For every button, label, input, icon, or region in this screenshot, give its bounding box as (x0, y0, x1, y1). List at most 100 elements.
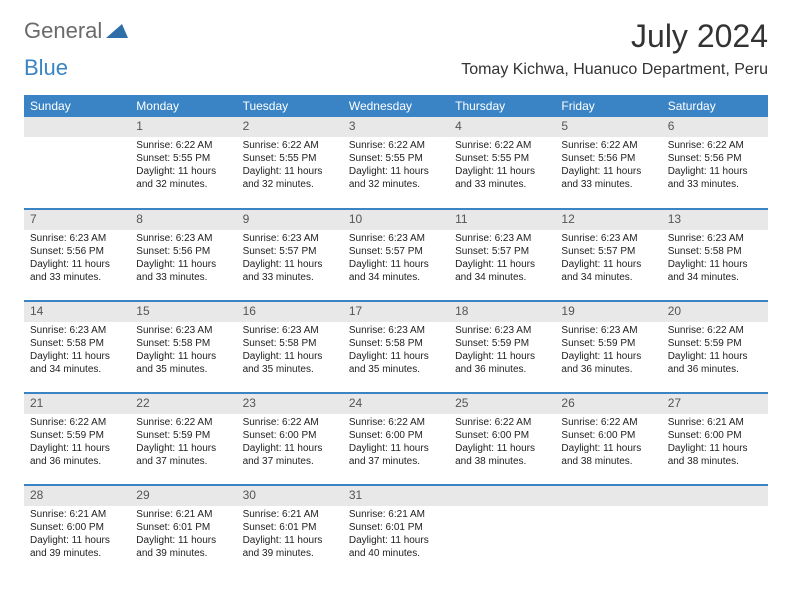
sunset-text: Sunset: 5:57 PM (243, 245, 337, 258)
sunrise-text: Sunrise: 6:22 AM (243, 416, 337, 429)
weekday-header: Sunday (24, 95, 130, 117)
daylight-text: Daylight: 11 hours and 39 minutes. (136, 534, 230, 560)
calendar-cell: 11Sunrise: 6:23 AMSunset: 5:57 PMDayligh… (449, 209, 555, 301)
calendar-cell: 13Sunrise: 6:23 AMSunset: 5:58 PMDayligh… (662, 209, 768, 301)
calendar-row: 14Sunrise: 6:23 AMSunset: 5:58 PMDayligh… (24, 301, 768, 393)
calendar-cell: 17Sunrise: 6:23 AMSunset: 5:58 PMDayligh… (343, 301, 449, 393)
calendar-cell: 4Sunrise: 6:22 AMSunset: 5:55 PMDaylight… (449, 117, 555, 209)
daylight-text: Daylight: 11 hours and 36 minutes. (668, 350, 762, 376)
sunset-text: Sunset: 5:58 PM (136, 337, 230, 350)
day-info: Sunrise: 6:21 AMSunset: 6:00 PMDaylight:… (24, 506, 130, 562)
day-info: Sunrise: 6:22 AMSunset: 6:00 PMDaylight:… (555, 414, 661, 470)
sunrise-text: Sunrise: 6:22 AM (455, 139, 549, 152)
day-info: Sunrise: 6:22 AMSunset: 5:59 PMDaylight:… (24, 414, 130, 470)
daylight-text: Daylight: 11 hours and 39 minutes. (30, 534, 124, 560)
sunset-text: Sunset: 5:58 PM (349, 337, 443, 350)
sunrise-text: Sunrise: 6:22 AM (668, 139, 762, 152)
day-number: 29 (130, 486, 236, 506)
daylight-text: Daylight: 11 hours and 34 minutes. (668, 258, 762, 284)
daylight-text: Daylight: 11 hours and 33 minutes. (30, 258, 124, 284)
day-info: Sunrise: 6:21 AMSunset: 6:00 PMDaylight:… (662, 414, 768, 470)
sunrise-text: Sunrise: 6:22 AM (349, 139, 443, 152)
day-number: 15 (130, 302, 236, 322)
sunrise-text: Sunrise: 6:23 AM (668, 232, 762, 245)
sunset-text: Sunset: 6:00 PM (668, 429, 762, 442)
day-number: 1 (130, 117, 236, 137)
calendar-cell: 23Sunrise: 6:22 AMSunset: 6:00 PMDayligh… (237, 393, 343, 485)
daylight-text: Daylight: 11 hours and 36 minutes. (30, 442, 124, 468)
day-number: 2 (237, 117, 343, 137)
sunset-text: Sunset: 5:59 PM (136, 429, 230, 442)
daylight-text: Daylight: 11 hours and 33 minutes. (561, 165, 655, 191)
calendar-cell: 8Sunrise: 6:23 AMSunset: 5:56 PMDaylight… (130, 209, 236, 301)
day-info: Sunrise: 6:22 AMSunset: 6:00 PMDaylight:… (449, 414, 555, 470)
day-number: 4 (449, 117, 555, 137)
day-info: Sunrise: 6:23 AMSunset: 5:57 PMDaylight:… (343, 230, 449, 286)
calendar-cell: 25Sunrise: 6:22 AMSunset: 6:00 PMDayligh… (449, 393, 555, 485)
sunrise-text: Sunrise: 6:22 AM (561, 139, 655, 152)
daylight-text: Daylight: 11 hours and 32 minutes. (349, 165, 443, 191)
weekday-header-row: Sunday Monday Tuesday Wednesday Thursday… (24, 95, 768, 117)
weekday-header: Monday (130, 95, 236, 117)
day-number (662, 486, 768, 506)
sunrise-text: Sunrise: 6:22 AM (561, 416, 655, 429)
day-info: Sunrise: 6:23 AMSunset: 5:59 PMDaylight:… (449, 322, 555, 378)
calendar-cell: 20Sunrise: 6:22 AMSunset: 5:59 PMDayligh… (662, 301, 768, 393)
sunrise-text: Sunrise: 6:23 AM (30, 324, 124, 337)
calendar-cell (449, 485, 555, 577)
day-number: 14 (24, 302, 130, 322)
calendar-cell: 19Sunrise: 6:23 AMSunset: 5:59 PMDayligh… (555, 301, 661, 393)
sunset-text: Sunset: 5:56 PM (561, 152, 655, 165)
weekday-header: Tuesday (237, 95, 343, 117)
sunrise-text: Sunrise: 6:21 AM (30, 508, 124, 521)
day-info: Sunrise: 6:22 AMSunset: 5:56 PMDaylight:… (662, 137, 768, 193)
daylight-text: Daylight: 11 hours and 38 minutes. (668, 442, 762, 468)
sunrise-text: Sunrise: 6:22 AM (136, 416, 230, 429)
daylight-text: Daylight: 11 hours and 34 minutes. (455, 258, 549, 284)
sunrise-text: Sunrise: 6:22 AM (30, 416, 124, 429)
sunset-text: Sunset: 5:57 PM (349, 245, 443, 258)
calendar-cell: 9Sunrise: 6:23 AMSunset: 5:57 PMDaylight… (237, 209, 343, 301)
calendar-cell: 5Sunrise: 6:22 AMSunset: 5:56 PMDaylight… (555, 117, 661, 209)
day-number: 31 (343, 486, 449, 506)
daylight-text: Daylight: 11 hours and 35 minutes. (349, 350, 443, 376)
daylight-text: Daylight: 11 hours and 32 minutes. (243, 165, 337, 191)
day-info: Sunrise: 6:22 AMSunset: 5:59 PMDaylight:… (662, 322, 768, 378)
calendar-cell: 14Sunrise: 6:23 AMSunset: 5:58 PMDayligh… (24, 301, 130, 393)
day-number (24, 117, 130, 137)
calendar-row: 21Sunrise: 6:22 AMSunset: 5:59 PMDayligh… (24, 393, 768, 485)
day-info: Sunrise: 6:22 AMSunset: 5:55 PMDaylight:… (343, 137, 449, 193)
daylight-text: Daylight: 11 hours and 34 minutes. (349, 258, 443, 284)
day-info: Sunrise: 6:23 AMSunset: 5:58 PMDaylight:… (237, 322, 343, 378)
month-title: July 2024 (461, 18, 768, 55)
sunrise-text: Sunrise: 6:23 AM (561, 232, 655, 245)
day-number: 7 (24, 210, 130, 230)
calendar-cell: 22Sunrise: 6:22 AMSunset: 5:59 PMDayligh… (130, 393, 236, 485)
daylight-text: Daylight: 11 hours and 37 minutes. (136, 442, 230, 468)
day-number: 20 (662, 302, 768, 322)
daylight-text: Daylight: 11 hours and 37 minutes. (349, 442, 443, 468)
calendar-cell: 31Sunrise: 6:21 AMSunset: 6:01 PMDayligh… (343, 485, 449, 577)
calendar-cell: 16Sunrise: 6:23 AMSunset: 5:58 PMDayligh… (237, 301, 343, 393)
daylight-text: Daylight: 11 hours and 37 minutes. (243, 442, 337, 468)
calendar-cell: 15Sunrise: 6:23 AMSunset: 5:58 PMDayligh… (130, 301, 236, 393)
day-number: 10 (343, 210, 449, 230)
sunset-text: Sunset: 5:58 PM (30, 337, 124, 350)
daylight-text: Daylight: 11 hours and 34 minutes. (561, 258, 655, 284)
weekday-header: Thursday (449, 95, 555, 117)
logo-triangle-icon (106, 18, 128, 44)
day-number: 19 (555, 302, 661, 322)
calendar-cell: 2Sunrise: 6:22 AMSunset: 5:55 PMDaylight… (237, 117, 343, 209)
sunset-text: Sunset: 5:57 PM (561, 245, 655, 258)
calendar-cell: 6Sunrise: 6:22 AMSunset: 5:56 PMDaylight… (662, 117, 768, 209)
calendar-table: Sunday Monday Tuesday Wednesday Thursday… (24, 95, 768, 577)
day-number: 18 (449, 302, 555, 322)
sunrise-text: Sunrise: 6:23 AM (30, 232, 124, 245)
day-info: Sunrise: 6:23 AMSunset: 5:58 PMDaylight:… (343, 322, 449, 378)
calendar-cell: 1Sunrise: 6:22 AMSunset: 5:55 PMDaylight… (130, 117, 236, 209)
calendar-cell: 28Sunrise: 6:21 AMSunset: 6:00 PMDayligh… (24, 485, 130, 577)
day-number: 23 (237, 394, 343, 414)
day-number: 27 (662, 394, 768, 414)
day-number: 26 (555, 394, 661, 414)
sunrise-text: Sunrise: 6:22 AM (136, 139, 230, 152)
